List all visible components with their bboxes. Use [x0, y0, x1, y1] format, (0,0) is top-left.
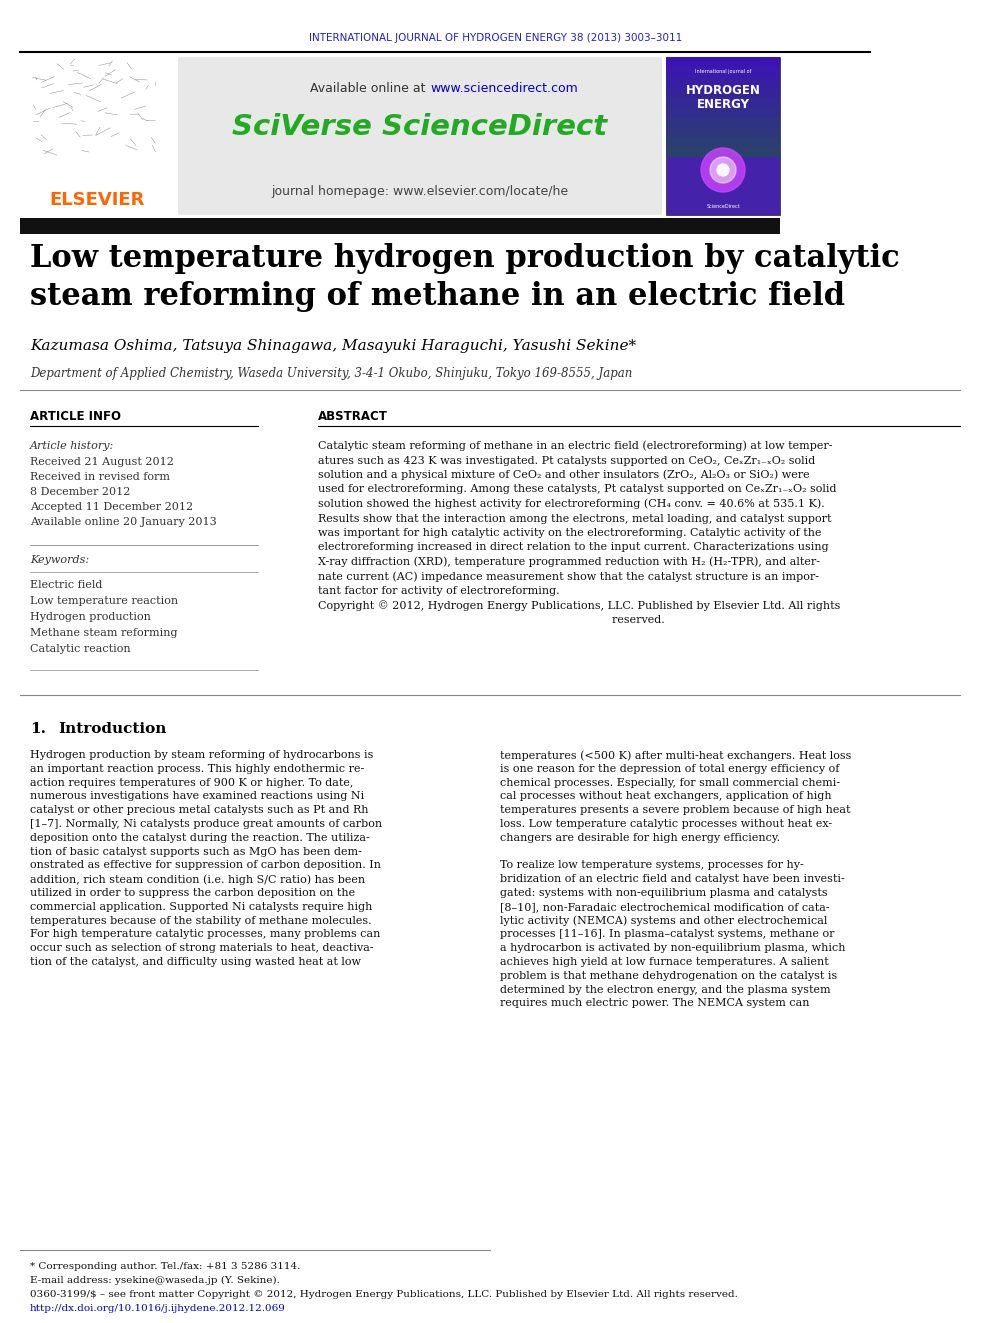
Text: http://dx.doi.org/10.1016/j.ijhydene.2012.12.069: http://dx.doi.org/10.1016/j.ijhydene.201… — [30, 1304, 286, 1312]
Text: journal homepage: www.elsevier.com/locate/he: journal homepage: www.elsevier.com/locat… — [272, 185, 568, 198]
Text: was important for high catalytic activity on the electroreforming. Catalytic act: was important for high catalytic activit… — [318, 528, 821, 538]
Text: occur such as selection of strong materials to heat, deactiva-: occur such as selection of strong materi… — [30, 943, 374, 953]
Text: reserved.: reserved. — [318, 615, 665, 624]
Circle shape — [701, 148, 745, 192]
Text: 8 December 2012: 8 December 2012 — [30, 487, 130, 497]
Text: Accepted 11 December 2012: Accepted 11 December 2012 — [30, 501, 193, 512]
Text: tion of the catalyst, and difficulty using wasted heat at low: tion of the catalyst, and difficulty usi… — [30, 957, 361, 967]
Text: temperatures presents a severe problem because of high heat: temperatures presents a severe problem b… — [500, 806, 850, 815]
Text: To realize low temperature systems, processes for hy-: To realize low temperature systems, proc… — [500, 860, 804, 871]
Text: bridization of an electric field and catalyst have been investi-: bridization of an electric field and cat… — [500, 875, 845, 884]
Bar — [666, 107, 780, 116]
Text: solution showed the highest activity for electroreforming (CH₄ conv. = 40.6% at : solution showed the highest activity for… — [318, 499, 824, 509]
Text: Article history:: Article history: — [30, 441, 114, 451]
Text: Available online 20 January 2013: Available online 20 January 2013 — [30, 517, 216, 527]
Text: Hydrogen production: Hydrogen production — [30, 613, 151, 622]
Text: addition, rich steam condition (i.e. high S/C ratio) has been: addition, rich steam condition (i.e. hig… — [30, 875, 365, 885]
Text: SciVerse ScienceDirect: SciVerse ScienceDirect — [232, 112, 607, 142]
Text: X-ray diffraction (XRD), temperature programmed reduction with H₂ (H₂-TPR), and : X-ray diffraction (XRD), temperature pro… — [318, 557, 820, 568]
Text: used for electroreforming. Among these catalysts, Pt catalyst supported on CeₓZr: used for electroreforming. Among these c… — [318, 484, 836, 495]
Bar — [666, 97, 780, 107]
Text: gated: systems with non-equilibrium plasma and catalysts: gated: systems with non-equilibrium plas… — [500, 888, 827, 898]
Text: catalyst or other precious metal catalysts such as Pt and Rh: catalyst or other precious metal catalys… — [30, 806, 368, 815]
Text: Keywords:: Keywords: — [30, 556, 89, 565]
Bar — [20, 218, 780, 234]
Text: Received in revised form: Received in revised form — [30, 472, 170, 482]
Text: For high temperature catalytic processes, many problems can: For high temperature catalytic processes… — [30, 929, 380, 939]
Text: loss. Low temperature catalytic processes without heat ex-: loss. Low temperature catalytic processe… — [500, 819, 832, 830]
Text: atures such as 423 K was investigated. Pt catalysts supported on CeO₂, CeₓZr₁₋ₓO: atures such as 423 K was investigated. P… — [318, 455, 815, 466]
Text: numerous investigations have examined reactions using Ni: numerous investigations have examined re… — [30, 791, 364, 802]
Text: International journal of: International journal of — [694, 70, 751, 74]
Text: [8–10], non-Faradaic electrochemical modification of cata-: [8–10], non-Faradaic electrochemical mod… — [500, 902, 829, 912]
Text: Electric field: Electric field — [30, 579, 102, 590]
Bar — [666, 138, 780, 147]
Text: 1.: 1. — [30, 722, 46, 736]
Text: ELSEVIER: ELSEVIER — [50, 191, 145, 209]
Text: commercial application. Supported Ni catalysts require high: commercial application. Supported Ni cat… — [30, 902, 372, 912]
Bar — [666, 57, 780, 216]
Bar — [666, 67, 780, 77]
Text: action requires temperatures of 900 K or higher. To date,: action requires temperatures of 900 K or… — [30, 778, 353, 787]
Text: onstrated as effective for suppression of carbon deposition. In: onstrated as effective for suppression o… — [30, 860, 381, 871]
Text: HYDROGEN: HYDROGEN — [685, 83, 761, 97]
Bar — [666, 116, 780, 127]
Text: * Corresponding author. Tel./fax: +81 3 5286 3114.: * Corresponding author. Tel./fax: +81 3 … — [30, 1262, 301, 1271]
Text: www.sciencedirect.com: www.sciencedirect.com — [430, 82, 577, 94]
Text: 0360-3199/$ – see front matter Copyright © 2012, Hydrogen Energy Publications, L: 0360-3199/$ – see front matter Copyright… — [30, 1290, 738, 1299]
Text: Available online at: Available online at — [310, 82, 430, 94]
Text: achieves high yield at low furnace temperatures. A salient: achieves high yield at low furnace tempe… — [500, 957, 828, 967]
Text: E-mail address: ysekine@waseda.jp (Y. Sekine).: E-mail address: ysekine@waseda.jp (Y. Se… — [30, 1275, 280, 1285]
Bar — [666, 77, 780, 87]
Text: lytic activity (NEMCA) systems and other electrochemical: lytic activity (NEMCA) systems and other… — [500, 916, 827, 926]
Text: tion of basic catalyst supports such as MgO has been dem-: tion of basic catalyst supports such as … — [30, 847, 362, 856]
Text: solution and a physical mixture of CeO₂ and other insulators (ZrO₂, Al₂O₃ or SiO: solution and a physical mixture of CeO₂ … — [318, 470, 809, 480]
Bar — [666, 127, 780, 138]
Text: ENERGY: ENERGY — [696, 98, 750, 111]
Text: Catalytic reaction: Catalytic reaction — [30, 644, 131, 654]
Text: [1–7]. Normally, Ni catalysts produce great amounts of carbon: [1–7]. Normally, Ni catalysts produce gr… — [30, 819, 382, 830]
Text: Results show that the interaction among the electrons, metal loading, and cataly: Results show that the interaction among … — [318, 513, 831, 524]
Text: Kazumasa Oshima, Tatsuya Shinagawa, Masayuki Haraguchi, Yasushi Sekine*: Kazumasa Oshima, Tatsuya Shinagawa, Masa… — [30, 339, 636, 353]
Text: ARTICLE INFO: ARTICLE INFO — [30, 410, 121, 422]
Text: INTERNATIONAL JOURNAL OF HYDROGEN ENERGY 38 (2013) 3003–3011: INTERNATIONAL JOURNAL OF HYDROGEN ENERGY… — [310, 33, 682, 44]
Text: nate current (AC) impedance measurement show that the catalyst structure is an i: nate current (AC) impedance measurement … — [318, 572, 819, 582]
Text: electroreforming increased in direct relation to the input current. Characteriza: electroreforming increased in direct rel… — [318, 542, 828, 553]
Text: temperatures because of the stability of methane molecules.: temperatures because of the stability of… — [30, 916, 372, 926]
Text: Low temperature hydrogen production by catalytic: Low temperature hydrogen production by c… — [30, 242, 900, 274]
Text: a hydrocarbon is activated by non-equilibrium plasma, which: a hydrocarbon is activated by non-equili… — [500, 943, 845, 953]
Text: Catalytic steam reforming of methane in an electric field (electroreforming) at : Catalytic steam reforming of methane in … — [318, 441, 832, 451]
Text: Department of Applied Chemistry, Waseda University, 3-4-1 Okubo, Shinjuku, Tokyo: Department of Applied Chemistry, Waseda … — [30, 366, 632, 380]
Circle shape — [710, 157, 736, 183]
Text: Copyright © 2012, Hydrogen Energy Publications, LLC. Published by Elsevier Ltd. : Copyright © 2012, Hydrogen Energy Public… — [318, 601, 840, 611]
Text: ScienceDirect: ScienceDirect — [706, 205, 740, 209]
Text: determined by the electron energy, and the plasma system: determined by the electron energy, and t… — [500, 984, 830, 995]
Text: Introduction: Introduction — [58, 722, 167, 736]
Bar — [666, 57, 780, 67]
Text: steam reforming of methane in an electric field: steam reforming of methane in an electri… — [30, 280, 845, 311]
Bar — [178, 57, 662, 216]
Text: temperatures (<500 K) after multi-heat exchangers. Heat loss: temperatures (<500 K) after multi-heat e… — [500, 750, 851, 761]
Text: is one reason for the depression of total energy efficiency of: is one reason for the depression of tota… — [500, 763, 839, 774]
Text: ABSTRACT: ABSTRACT — [318, 410, 388, 422]
Bar — [20, 57, 178, 216]
Text: Hydrogen production by steam reforming of hydrocarbons is: Hydrogen production by steam reforming o… — [30, 750, 373, 759]
Text: chemical processes. Especially, for small commercial chemi-: chemical processes. Especially, for smal… — [500, 778, 840, 787]
Bar — [666, 87, 780, 97]
Bar — [666, 147, 780, 157]
Text: processes [11–16]. In plasma–catalyst systems, methane or: processes [11–16]. In plasma–catalyst sy… — [500, 929, 834, 939]
Text: changers are desirable for high energy efficiency.: changers are desirable for high energy e… — [500, 832, 780, 843]
Text: cal processes without heat exchangers, application of high: cal processes without heat exchangers, a… — [500, 791, 831, 802]
Text: Methane steam reforming: Methane steam reforming — [30, 628, 178, 638]
Text: Low temperature reaction: Low temperature reaction — [30, 595, 179, 606]
Text: an important reaction process. This highly endothermic re-: an important reaction process. This high… — [30, 763, 364, 774]
Text: utilized in order to suppress the carbon deposition on the: utilized in order to suppress the carbon… — [30, 888, 355, 898]
Text: Received 21 August 2012: Received 21 August 2012 — [30, 456, 174, 467]
Text: requires much electric power. The NEMCA system can: requires much electric power. The NEMCA … — [500, 999, 809, 1008]
Text: tant factor for activity of electroreforming.: tant factor for activity of electrorefor… — [318, 586, 559, 595]
Circle shape — [717, 164, 729, 176]
Text: problem is that methane dehydrogenation on the catalyst is: problem is that methane dehydrogenation … — [500, 971, 837, 980]
Text: deposition onto the catalyst during the reaction. The utiliza-: deposition onto the catalyst during the … — [30, 832, 370, 843]
